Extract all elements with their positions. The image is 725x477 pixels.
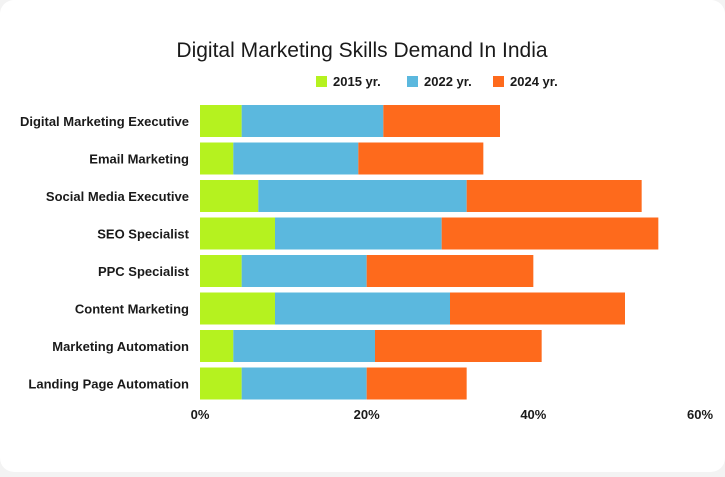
category-label: PPC Specialist: [98, 264, 190, 279]
category-label: Email Marketing: [89, 152, 189, 167]
bar-segment-2022: [241, 105, 384, 137]
bar-segment-2015: [200, 292, 275, 325]
bar-segment-2015: [200, 180, 259, 212]
bar-segment-2015: [200, 330, 234, 362]
x-tick-label: 40%: [520, 407, 546, 422]
category-labels: Digital Marketing Executive Email Marketi…: [20, 114, 190, 392]
category-label: Social Media Executive: [46, 189, 189, 204]
bar-segment-2022: [275, 292, 450, 325]
bar-segment-2024: [466, 180, 642, 212]
bars: [200, 105, 659, 400]
x-axis-ticks: 0% 20% 40% 60%: [191, 407, 714, 422]
legend-swatch-2015: [316, 76, 327, 87]
category-label: Digital Marketing Executive: [20, 114, 189, 129]
legend-label-2024: 2024 yr.: [510, 74, 558, 89]
chart-title: Digital Marketing Skills Demand In India: [176, 39, 547, 62]
bar-segment-2022: [275, 217, 442, 250]
x-tick-label: 20%: [354, 407, 380, 422]
category-label: Content Marketing: [75, 302, 189, 317]
bar-segment-2024: [366, 255, 534, 287]
legend: 2015 yr. 2022 yr. 2024 yr.: [316, 74, 558, 89]
legend-label-2022: 2022 yr.: [424, 74, 472, 89]
category-label: Landing Page Automation: [28, 377, 189, 392]
bar-segment-2024: [375, 330, 542, 362]
bar-segment-2024: [450, 292, 625, 325]
x-tick-label: 0%: [191, 407, 210, 422]
bar-segment-2015: [200, 142, 234, 175]
x-tick-label: 60%: [687, 407, 713, 422]
bar-segment-2024: [441, 217, 659, 250]
bar-segment-2015: [200, 367, 242, 400]
legend-label-2015: 2015 yr.: [333, 74, 381, 89]
legend-swatch-2022: [407, 76, 418, 87]
bar-segment-2022: [233, 330, 375, 362]
bar-segment-2015: [200, 105, 242, 137]
bar-segment-2024: [366, 367, 467, 400]
bar-segment-2015: [200, 217, 275, 250]
bar-segment-2024: [383, 105, 500, 137]
bar-segment-2015: [200, 255, 242, 287]
legend-swatch-2024: [493, 76, 504, 87]
bar-segment-2022: [233, 142, 359, 175]
category-label: SEO Specialist: [97, 227, 189, 242]
bar-segment-2022: [241, 255, 367, 287]
bar-segment-2022: [258, 180, 467, 212]
category-label: Marketing Automation: [52, 339, 189, 354]
bar-segment-2022: [241, 367, 367, 400]
bar-segment-2024: [358, 142, 484, 175]
